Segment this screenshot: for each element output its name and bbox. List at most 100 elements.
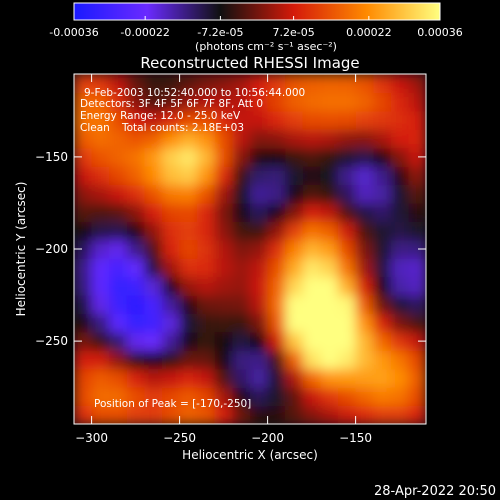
heatmap-cell xyxy=(250,387,269,407)
heatmap-cell xyxy=(126,313,145,333)
heatmap-cell xyxy=(214,239,233,259)
heatmap-cell xyxy=(285,74,304,94)
heatmap-cell xyxy=(338,184,357,204)
axis-ticks: −300 −250 −200 −150 −150 −200 −250 xyxy=(35,74,426,445)
heatmap-cell xyxy=(74,129,93,149)
heatmap-cell xyxy=(144,129,163,149)
heatmap-cell xyxy=(302,313,321,333)
heatmap-cell xyxy=(162,129,181,149)
heatmap-cell xyxy=(285,239,304,259)
heatmap-cell xyxy=(250,313,269,333)
heatmap-cell xyxy=(126,368,145,388)
heatmap-cell xyxy=(74,239,93,259)
heatmap-cell xyxy=(91,221,110,241)
heatmap-cell xyxy=(302,147,321,167)
heatmap-cell xyxy=(144,387,163,407)
heatmap-cell xyxy=(338,221,357,241)
heatmap-cell xyxy=(285,313,304,333)
heatmap-cell xyxy=(285,295,304,315)
heatmap-cell xyxy=(109,129,128,149)
heatmap-cell xyxy=(338,147,357,167)
heatmap-cell xyxy=(232,276,251,296)
chart-title: Reconstructed RHESSI Image xyxy=(140,54,359,72)
heatmap-cell xyxy=(179,92,198,112)
heatmap-cell xyxy=(408,202,426,222)
heatmap-cell xyxy=(390,295,409,315)
heatmap-cell xyxy=(162,368,181,388)
heatmap-cell xyxy=(408,313,426,333)
heatmap-cell xyxy=(109,276,128,296)
heatmap-cell xyxy=(232,239,251,259)
y-tick-label: −150 xyxy=(35,150,68,164)
heatmap-cell xyxy=(285,276,304,296)
heatmap-cell xyxy=(373,166,392,186)
heatmap-cell xyxy=(214,405,233,424)
heatmap-cell xyxy=(338,258,357,278)
heatmap-cell xyxy=(408,184,426,204)
heatmap-cell xyxy=(320,276,339,296)
heatmap-cell xyxy=(214,166,233,186)
heatmap-cell xyxy=(197,221,216,241)
heatmap-cell xyxy=(232,74,251,94)
heatmap-cell xyxy=(179,129,198,149)
heatmap-cell xyxy=(373,129,392,149)
heatmap-cell xyxy=(74,221,93,241)
heatmap-cell xyxy=(373,110,392,130)
heatmap-cell xyxy=(179,258,198,278)
algorithm-text: Clean xyxy=(80,122,110,134)
heatmap-cell xyxy=(197,331,216,351)
heatmap-cell xyxy=(373,313,392,333)
heatmap-cell xyxy=(267,387,286,407)
heatmap-cell xyxy=(214,368,233,388)
heatmap-cell xyxy=(197,258,216,278)
x-tick-label: −200 xyxy=(251,431,284,445)
heatmap-cell xyxy=(285,184,304,204)
heatmap-cell xyxy=(338,92,357,112)
heatmap-cell xyxy=(250,276,269,296)
heatmap-cell xyxy=(197,276,216,296)
heatmap-cell xyxy=(109,202,128,222)
heatmap-cell xyxy=(144,350,163,370)
colorbar-tick-label: 0.00036 xyxy=(417,26,463,39)
heatmap-cell xyxy=(214,147,233,167)
heatmap-cell xyxy=(74,276,93,296)
colorbar-gradient xyxy=(74,3,440,20)
colorbar-unit-label: (photons cm⁻² s⁻¹ asec⁻²) xyxy=(195,40,337,53)
heatmap-cell xyxy=(267,147,286,167)
heatmap-cell xyxy=(302,276,321,296)
heatmap-cell xyxy=(91,129,110,149)
heatmap-cell xyxy=(74,202,93,222)
heatmap-cell xyxy=(179,331,198,351)
heatmap-cell xyxy=(144,313,163,333)
heatmap-cell xyxy=(355,129,374,149)
heatmap-cell xyxy=(302,387,321,407)
heatmap-cell xyxy=(109,405,128,424)
heatmap-cell xyxy=(91,74,110,94)
heatmap-cell xyxy=(267,368,286,388)
heatmap-cell xyxy=(285,92,304,112)
heatmap-cell xyxy=(74,313,93,333)
heatmap-cell xyxy=(144,368,163,388)
heatmap-cell xyxy=(232,202,251,222)
heatmap-cell xyxy=(373,92,392,112)
heatmap-cell xyxy=(373,147,392,167)
heatmap-cell xyxy=(144,74,163,94)
heatmap-cell xyxy=(320,92,339,112)
heatmap-cell xyxy=(250,368,269,388)
plot-timestamp: 28-Apr-2022 20:50 xyxy=(374,484,496,499)
heatmap-cell xyxy=(179,405,198,424)
heatmap-cell xyxy=(162,92,181,112)
heatmap-cell xyxy=(302,129,321,149)
heatmap-cell xyxy=(390,239,409,259)
heatmap-cell xyxy=(74,110,93,130)
heatmap-cell xyxy=(373,74,392,94)
heatmap-cell xyxy=(250,147,269,167)
heatmap-cell xyxy=(232,166,251,186)
heatmap-cell xyxy=(126,295,145,315)
heatmap-cell xyxy=(390,166,409,186)
heatmap-cell xyxy=(91,147,110,167)
heatmap-cell xyxy=(320,129,339,149)
heatmap-cell xyxy=(144,92,163,112)
heatmap-cell xyxy=(267,74,286,94)
heatmap-cell xyxy=(74,405,93,424)
